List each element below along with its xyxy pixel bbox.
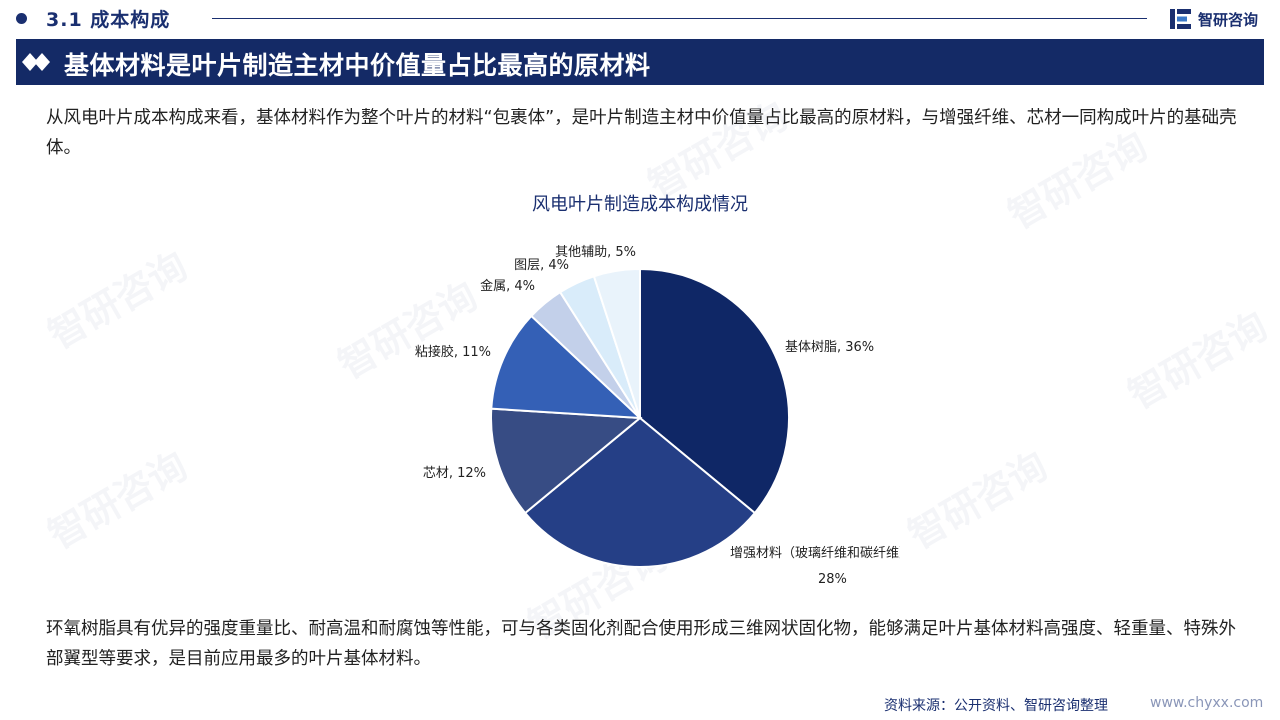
banner-title: 基体材料是叶片制造主材中价值量占比最高的原材料 xyxy=(64,51,651,80)
section-title: 3.1 成本构成 xyxy=(46,9,171,31)
watermark: 智研咨询 xyxy=(900,443,1055,558)
conclusion-paragraph: 环氧树脂具有优异的强度重量比、耐高温和耐腐蚀等性能，可与各类固化剂配合使用形成三… xyxy=(46,619,1236,669)
slice-label: 芯材, 12% xyxy=(423,466,486,481)
source-note: 资料来源：公开资料、智研咨询整理 xyxy=(884,698,1108,714)
slice-label: 粘接胶, 11% xyxy=(415,344,491,360)
pie-slice xyxy=(523,416,757,569)
top-header: 3.1 成本构成 智研咨询 xyxy=(0,0,1280,38)
slice-label: 增强材料（玻璃纤维和碳纤维）， xyxy=(730,546,900,561)
pie-chart: 基体树脂, 36% 增强材料（玻璃纤维和碳纤维）， 28% 芯材, 12% 粘接胶, 1… xyxy=(415,245,900,587)
pie-slice xyxy=(489,407,643,515)
pie-slice xyxy=(639,267,790,515)
source-url: www.chyxx.com xyxy=(1150,695,1264,711)
brand-logo-icon xyxy=(1170,9,1191,29)
diamond-icon xyxy=(22,53,50,71)
slice-label: 其他辅助, 5% xyxy=(555,245,636,260)
slice-label: 基体树脂, 36% xyxy=(785,340,874,355)
header-divider xyxy=(212,18,1147,19)
bullet-dot-icon xyxy=(16,13,27,24)
intro-paragraph: 从风电叶片成本构成来看，基体材料作为整个叶片的材料“包裹体”，是叶片制造主材中价… xyxy=(46,108,1237,158)
watermark: 智研咨询 xyxy=(1120,303,1275,418)
slice-label: 图层, 4% xyxy=(514,258,569,273)
watermark: 智研咨询 xyxy=(40,443,195,558)
brand-name: 智研咨询 xyxy=(1198,11,1259,29)
title-banner: 基体材料是叶片制造主材中价值量占比最高的原材料 xyxy=(16,39,1264,85)
slice-label: 金属, 4% xyxy=(480,278,535,294)
pie-slice xyxy=(592,267,641,419)
slice-label: 28% xyxy=(818,572,847,587)
watermark: 智研咨询 xyxy=(40,243,195,358)
chart-title: 风电叶片制造成本构成情况 xyxy=(532,194,748,215)
pie-slice xyxy=(490,314,643,420)
